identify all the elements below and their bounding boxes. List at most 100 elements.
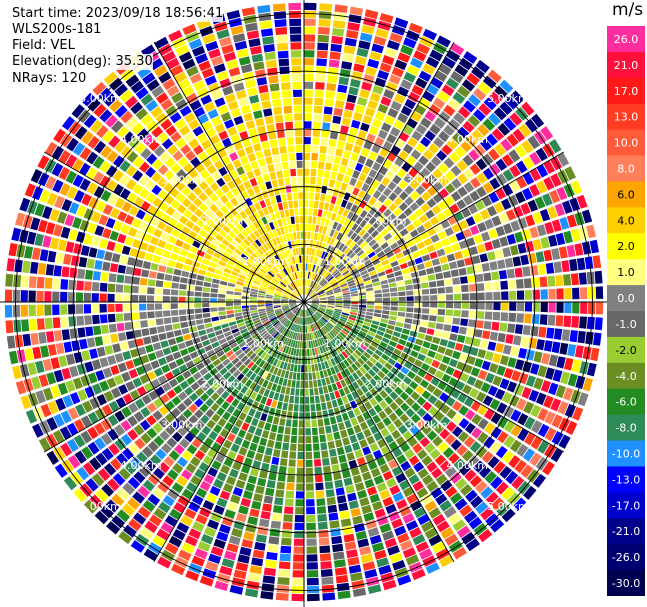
- velocity-cell: [492, 281, 501, 291]
- velocity-cell: [275, 211, 281, 220]
- velocity-cell: [475, 446, 488, 459]
- velocity-cell: [292, 412, 299, 420]
- velocity-cell: [371, 242, 380, 251]
- velocity-cell: [116, 274, 125, 283]
- velocity-cell: [314, 339, 319, 347]
- velocity-cell: [115, 313, 124, 322]
- velocity-cell: [392, 265, 401, 272]
- velocity-cell: [338, 502, 349, 512]
- velocity-cell: [397, 212, 407, 222]
- velocity-cell: [289, 18, 302, 27]
- velocity-cell: [323, 417, 331, 426]
- velocity-cell: [319, 297, 327, 300]
- velocity-cell: [284, 498, 294, 507]
- velocity-cell: [449, 492, 463, 505]
- velocity-cell: [479, 253, 489, 263]
- velocity-cell: [330, 340, 336, 348]
- velocity-cell: [212, 278, 220, 284]
- velocity-cell: [311, 302, 319, 304]
- velocity-cell: [289, 232, 294, 241]
- velocity-cell: [304, 325, 306, 333]
- velocity-cell: [467, 455, 480, 468]
- range-ring-label: 5.00km: [487, 500, 529, 513]
- velocity-cell: [168, 30, 183, 42]
- velocity-cell: [225, 334, 234, 342]
- velocity-cell: [308, 271, 312, 280]
- velocity-cell: [517, 428, 529, 442]
- velocity-cell: [206, 219, 216, 228]
- velocity-cell: [230, 443, 240, 453]
- velocity-cell: [545, 262, 555, 274]
- velocity-cell: [110, 387, 122, 399]
- velocity-cell: [389, 228, 399, 237]
- velocity-cell: [327, 67, 339, 76]
- velocity-cell: [336, 372, 344, 381]
- range-ring-label: 5.00km: [79, 92, 121, 105]
- velocity-cell: [166, 57, 180, 70]
- velocity-cell: [336, 140, 345, 150]
- velocity-cell: [81, 130, 94, 145]
- velocity-cell: [258, 12, 272, 22]
- velocity-cell: [392, 376, 402, 385]
- velocity-cell: [164, 242, 174, 252]
- velocity-cell: [165, 206, 176, 216]
- velocity-cell: [198, 329, 207, 336]
- range-ring-label: 1.00km: [242, 337, 284, 350]
- velocity-cell: [452, 91, 466, 104]
- velocity-cell: [369, 378, 378, 387]
- velocity-cell: [110, 365, 120, 376]
- velocity-cell: [274, 308, 282, 312]
- velocity-cell: [328, 139, 337, 148]
- velocity-cell: [386, 81, 398, 92]
- velocity-cell: [392, 247, 402, 255]
- velocity-cell: [350, 78, 361, 88]
- velocity-cell: [189, 351, 199, 359]
- velocity-cell: [274, 342, 281, 350]
- velocity-cell: [253, 168, 262, 177]
- velocity-cell: [558, 246, 568, 259]
- velocity-cell: [354, 197, 362, 206]
- velocity-cell: [192, 126, 204, 137]
- velocity-cell: [354, 321, 363, 327]
- velocity-cell: [325, 310, 333, 315]
- colorbar-unit: m/s: [612, 0, 644, 20]
- velocity-cell: [424, 356, 434, 365]
- velocity-cell: [249, 299, 257, 302]
- velocity-cell: [509, 164, 521, 178]
- velocity-cell: [93, 325, 102, 336]
- velocity-cell: [135, 365, 146, 376]
- velocity-cell: [194, 468, 206, 480]
- velocity-cell: [234, 204, 243, 213]
- velocity-cell: [293, 200, 299, 208]
- velocity-cell: [298, 200, 303, 208]
- velocity-cell: [227, 180, 236, 190]
- velocity-cell: [537, 440, 550, 454]
- velocity-cell: [502, 450, 515, 464]
- velocity-cell: [484, 422, 496, 435]
- velocity-cell: [208, 553, 222, 564]
- velocity-cell: [139, 161, 150, 173]
- velocity-cell: [307, 325, 311, 333]
- velocity-cell: [198, 192, 208, 202]
- velocity-cell: [400, 79, 413, 90]
- velocity-cell: [455, 380, 466, 391]
- velocity-cell: [355, 226, 363, 234]
- velocity-cell: [176, 522, 190, 534]
- velocity-cell: [37, 262, 47, 275]
- velocity-cell: [484, 311, 493, 320]
- velocity-cell: [175, 137, 187, 149]
- velocity-cell: [348, 564, 362, 574]
- velocity-cell: [299, 341, 302, 349]
- colorbar-tick-label: -6.0: [615, 396, 636, 409]
- velocity-cell: [6, 258, 16, 272]
- velocity-cell: [529, 184, 541, 197]
- velocity-cell: [232, 461, 242, 471]
- velocity-cell: [436, 279, 445, 287]
- velocity-cell: [187, 278, 196, 285]
- velocity-cell: [304, 152, 311, 160]
- velocity-cell: [12, 289, 20, 302]
- velocity-cell: [128, 518, 142, 532]
- velocity-cell: [232, 487, 243, 497]
- velocity-cell: [194, 291, 202, 297]
- velocity-cell: [293, 281, 298, 288]
